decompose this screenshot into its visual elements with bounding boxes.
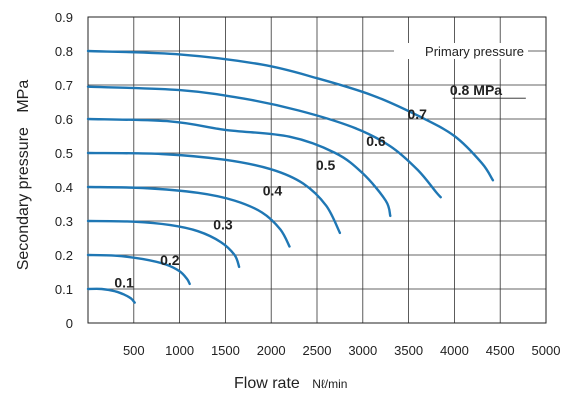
curve-label-0-6: 0.6 xyxy=(366,133,386,149)
y-tick-label: 0.2 xyxy=(55,248,73,263)
curve-label-0-2: 0.2 xyxy=(160,252,180,268)
x-tick-label: 2500 xyxy=(303,343,332,358)
primary-pressure-label: Primary pressure xyxy=(425,44,524,59)
y-tick-label: 0.6 xyxy=(55,112,73,127)
curve-0-6 xyxy=(86,117,392,218)
curve-label-0-4: 0.4 xyxy=(263,183,283,199)
y-tick-label: 0.8 xyxy=(55,44,73,59)
y-axis-unit: MPa xyxy=(15,80,32,113)
y-tick-label: 0.3 xyxy=(55,214,73,229)
curve-label-unit: MPa xyxy=(473,82,502,98)
x-tick-label: 2000 xyxy=(257,343,286,358)
curve-label-0-8: 0.8 MPa xyxy=(450,82,502,98)
curve-0-5 xyxy=(86,151,342,235)
x-tick-label: 3500 xyxy=(394,343,423,358)
curve-0-4 xyxy=(86,185,291,248)
curves xyxy=(86,49,495,304)
curve-0-8 xyxy=(86,49,495,182)
y-tick-label: 0.9 xyxy=(55,10,73,25)
curve-label-0-3: 0.3 xyxy=(213,217,233,233)
curve-label-0-1: 0.1 xyxy=(114,274,134,290)
x-tick-label: 3000 xyxy=(348,343,377,358)
curve-0-2 xyxy=(86,253,191,286)
y-tick-label: 0.1 xyxy=(55,282,73,297)
curve-0-1 xyxy=(86,287,136,304)
x-tick-label: 1500 xyxy=(211,343,240,358)
x-axis-title: Flow rate Nℓ/min xyxy=(234,375,347,392)
curve-0-3 xyxy=(86,219,241,269)
x-tick-label: 4000 xyxy=(440,343,469,358)
x-tick-label: 500 xyxy=(123,343,145,358)
tick-labels: 500 1000 1500 2000 2500 3000 3500 4000 4500 5000 0… xyxy=(55,10,561,358)
primary-pressure-label-bg xyxy=(394,43,528,59)
x-axis-unit: Nℓ/min xyxy=(312,377,347,391)
curve-0-7 xyxy=(86,85,442,199)
y-axis-label: Secondary pressure xyxy=(15,127,32,270)
y-tick-label: 0.4 xyxy=(55,180,73,195)
plot-frame xyxy=(87,16,547,324)
curve-labels: 0.1 0.2 0.3 0.4 0.5 0.6 0.7 0.8 MPa xyxy=(114,82,526,290)
x-tick-label: 1000 xyxy=(165,343,194,358)
y-tick-label: 0.5 xyxy=(55,146,73,161)
y-axis-title: Secondary pressure MPa xyxy=(15,80,32,271)
curve-label-0-7: 0.7 xyxy=(407,106,427,122)
x-tick-label: 5000 xyxy=(532,343,561,358)
grid xyxy=(88,17,546,323)
curve-label-0-5: 0.5 xyxy=(316,157,336,173)
x-axis-label: Flow rate xyxy=(234,375,300,392)
y-tick-label: 0.7 xyxy=(55,78,73,93)
x-tick-label: 4500 xyxy=(486,343,515,358)
y-tick-label: 0 xyxy=(66,316,73,331)
